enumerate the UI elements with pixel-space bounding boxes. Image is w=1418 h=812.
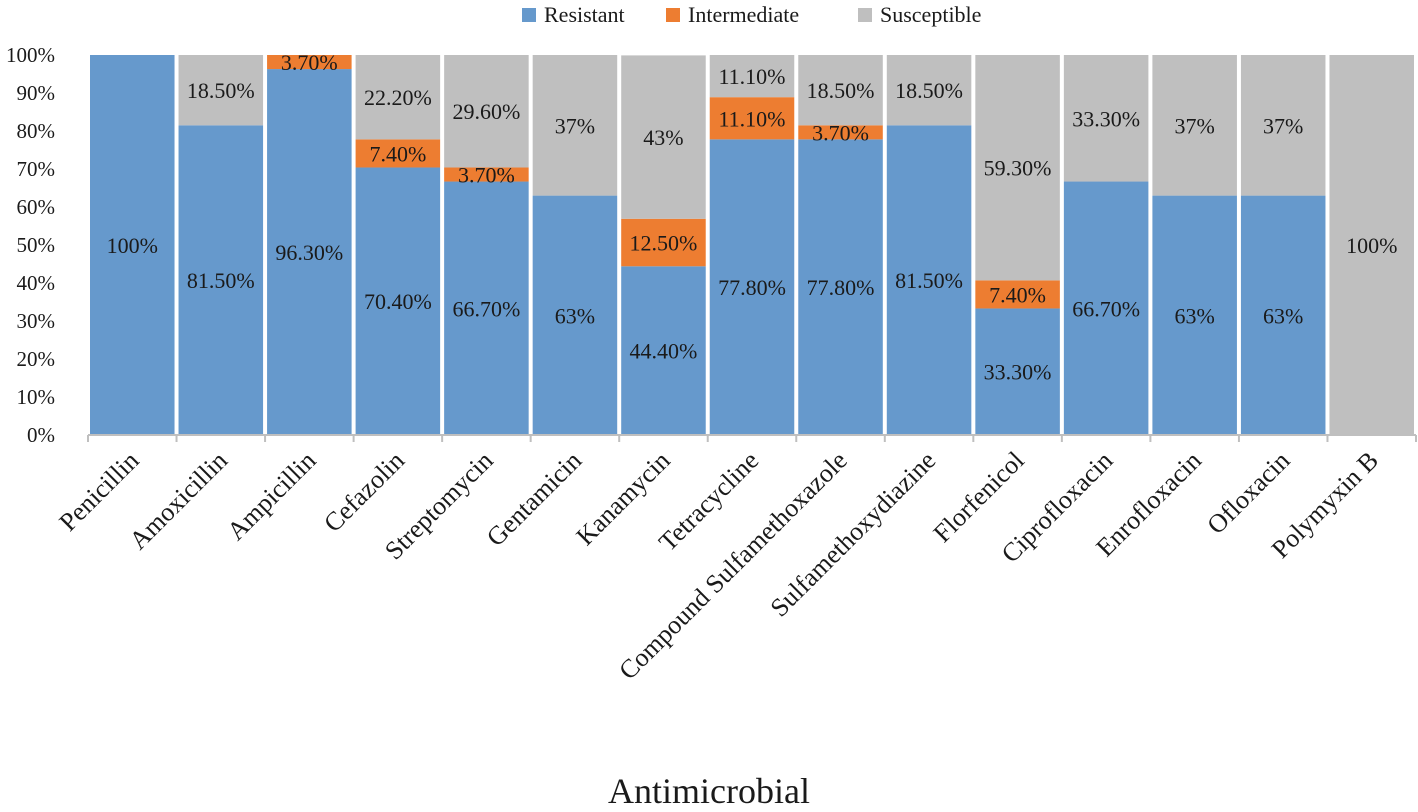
bar-resistant-3	[355, 167, 441, 436]
data-label-resistant: 96.30%	[275, 240, 343, 265]
data-label-susceptible: 100%	[1346, 233, 1397, 258]
legend-swatch-intermediate	[666, 8, 680, 22]
legend-item-susceptible: Susceptible	[858, 2, 981, 28]
x-tick-label: Ampicillin	[221, 446, 321, 546]
data-label-susceptible: 18.50%	[187, 78, 255, 103]
bar-susceptible-6	[621, 55, 706, 219]
bar-resistant-12	[1152, 195, 1237, 435]
bar-resistant-2	[267, 69, 352, 435]
data-label-susceptible: 11.10%	[718, 64, 785, 89]
bar-intermediate-4	[444, 167, 529, 182]
legend-item-resistant: Resistant	[522, 2, 625, 28]
data-label-intermediate: 7.40%	[369, 141, 426, 166]
bar-intermediate-6	[621, 218, 706, 267]
y-tick-label: 10%	[17, 385, 56, 409]
data-label-susceptible: 29.60%	[452, 99, 520, 124]
data-label-resistant: 66.70%	[1072, 296, 1140, 321]
legend-label-susceptible: Susceptible	[880, 2, 982, 27]
x-tick-label: Penicillin	[54, 446, 145, 537]
bar-resistant-10	[975, 308, 1060, 435]
data-label-susceptible: 18.50%	[807, 78, 875, 103]
x-axis-title: Antimicrobial	[608, 771, 810, 811]
y-tick-label: 70%	[17, 157, 56, 181]
bar-resistant-8	[798, 139, 883, 436]
x-tick-label: Gentamicin	[481, 446, 587, 552]
bar-resistant-11	[1063, 181, 1149, 435]
data-label-resistant: 63%	[555, 303, 595, 328]
data-label-susceptible: 33.30%	[1072, 106, 1140, 131]
bar-susceptible-4	[444, 55, 529, 168]
bar-resistant-4	[444, 181, 529, 435]
data-label-resistant: 63%	[1175, 303, 1215, 328]
plot-area: 0% 10% 20% 30% 40% 50% 60% 70% 80% 90% 100% 100% 81.…	[6, 43, 1417, 685]
bar-susceptible-1	[178, 55, 264, 126]
y-tick-label: 30%	[17, 309, 56, 333]
bar-susceptible-3	[355, 55, 441, 140]
y-tick-label: 20%	[17, 347, 56, 371]
bar-susceptible-12	[1152, 55, 1237, 196]
data-label-resistant: 81.50%	[187, 268, 255, 293]
legend-item-intermediate: Intermediate	[666, 2, 799, 28]
bar-resistant-13	[1240, 195, 1326, 435]
data-label-susceptible: 37%	[555, 113, 595, 138]
bar-resistant-1	[178, 125, 264, 436]
y-tick-label: 90%	[17, 81, 56, 105]
bar-susceptible-8	[798, 55, 883, 126]
y-tick-label: 50%	[17, 233, 56, 257]
data-label-intermediate: 12.50%	[630, 231, 698, 256]
legend-label-intermediate: Intermediate	[688, 2, 800, 27]
data-label-resistant: 70.40%	[364, 289, 432, 314]
bar-intermediate-2	[267, 55, 352, 70]
data-label-intermediate: 11.10%	[718, 106, 785, 131]
data-label-susceptible: 43%	[643, 125, 683, 150]
data-label-resistant: 77.80%	[718, 275, 786, 300]
bar-susceptible-11	[1063, 55, 1149, 182]
data-label-resistant: 33.30%	[984, 360, 1052, 385]
data-label-susceptible: 22.20%	[364, 85, 432, 110]
legend: Resistant Intermediate Susceptible	[0, 0, 1418, 28]
y-tick-label: 40%	[17, 271, 56, 295]
bar-susceptible-13	[1240, 55, 1326, 196]
bar-resistant-9	[886, 125, 972, 436]
bar-resistant-5	[532, 195, 618, 435]
data-label-susceptible: 37%	[1175, 113, 1215, 138]
y-tick-label: 60%	[17, 195, 56, 219]
bar-intermediate-3	[355, 139, 441, 168]
data-label-resistant: 100%	[107, 233, 158, 258]
data-label-resistant: 81.50%	[895, 268, 963, 293]
data-label-susceptible: 59.30%	[984, 156, 1052, 181]
bar-resistant-7	[709, 139, 795, 436]
bar-resistant-0	[90, 55, 175, 435]
x-tick-label: Cefazolin	[318, 446, 410, 538]
legend-label-resistant: Resistant	[544, 2, 625, 27]
data-label-resistant: 63%	[1263, 303, 1303, 328]
y-tick-label: 80%	[17, 119, 56, 143]
bar-susceptible-10	[975, 55, 1060, 281]
data-label-susceptible: 37%	[1263, 113, 1303, 138]
bar-susceptible-14	[1329, 55, 1414, 435]
data-label-intermediate: 3.70%	[281, 50, 338, 75]
bar-susceptible-5	[532, 55, 618, 196]
data-label-resistant: 66.70%	[452, 296, 520, 321]
legend-swatch-resistant	[522, 8, 536, 22]
data-label-intermediate: 3.70%	[812, 120, 869, 145]
data-label-intermediate: 3.70%	[458, 163, 515, 188]
data-label-susceptible: 18.50%	[895, 78, 963, 103]
y-tick-label: 0%	[27, 423, 55, 447]
bar-intermediate-7	[709, 97, 795, 140]
data-label-resistant: 44.40%	[630, 339, 698, 364]
bar-resistant-6	[621, 266, 706, 435]
bar-susceptible-7	[709, 55, 795, 98]
data-label-intermediate: 7.40%	[989, 282, 1046, 307]
bar-intermediate-10	[975, 280, 1060, 309]
x-tick-label: Ofloxacin	[1201, 446, 1295, 540]
data-label-resistant: 77.80%	[807, 275, 875, 300]
bar-intermediate-8	[798, 125, 883, 140]
y-tick-label: 100%	[6, 43, 55, 67]
x-tick-label: Sulfamethoxydiazine	[765, 446, 942, 623]
bar-susceptible-9	[886, 55, 972, 126]
legend-swatch-susceptible	[858, 8, 872, 22]
